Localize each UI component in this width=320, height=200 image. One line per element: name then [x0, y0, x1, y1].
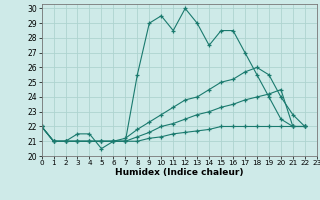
X-axis label: Humidex (Indice chaleur): Humidex (Indice chaleur)	[115, 168, 244, 177]
